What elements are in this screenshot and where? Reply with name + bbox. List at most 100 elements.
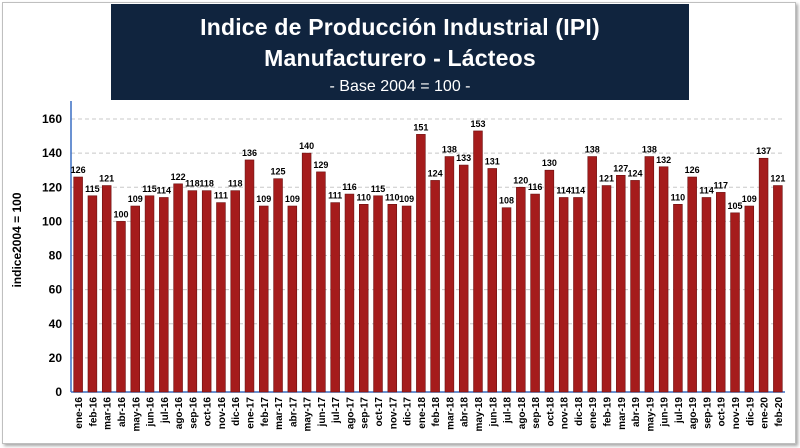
x-tick-label: nov-19 <box>731 397 742 430</box>
data-label: 110 <box>385 192 400 202</box>
bar <box>530 193 540 393</box>
data-label: 114 <box>699 185 714 195</box>
x-tick-label: feb-16 <box>88 397 99 427</box>
bar <box>430 180 440 393</box>
x-tick-label: ago-18 <box>517 397 528 430</box>
x-tick-label: ago-16 <box>174 397 185 430</box>
x-tick-label: dic-17 <box>403 397 414 426</box>
data-label: 125 <box>271 167 286 177</box>
data-label: 122 <box>171 172 186 182</box>
data-label: 153 <box>470 119 485 129</box>
data-label: 120 <box>513 175 528 185</box>
data-label: 133 <box>456 153 471 163</box>
data-label: 109 <box>399 194 414 204</box>
bar <box>744 205 755 393</box>
bar <box>701 197 712 393</box>
data-label: 118 <box>199 179 214 189</box>
data-label: 121 <box>599 174 614 184</box>
x-tick-label: jul-17 <box>331 397 342 425</box>
y-tick-label: 100 <box>42 214 62 228</box>
data-label: 109 <box>742 194 757 204</box>
data-label: 126 <box>71 165 86 175</box>
data-label: 105 <box>728 201 743 211</box>
x-tick-label: sep-16 <box>188 397 199 429</box>
data-label: 129 <box>313 160 328 170</box>
chart-title: Indice de Producción Industrial (IPI) Ma… <box>200 14 600 71</box>
x-tick-label: nov-18 <box>560 397 571 430</box>
bar <box>244 159 255 393</box>
data-label: 114 <box>571 185 586 195</box>
x-tick-label: jul-18 <box>503 397 514 425</box>
data-label: 115 <box>371 184 386 194</box>
x-tick-label: oct-16 <box>203 397 214 427</box>
x-tick-label: mar-17 <box>274 397 285 430</box>
data-label: 116 <box>342 182 357 192</box>
data-label: 126 <box>685 165 700 175</box>
bar <box>201 190 212 393</box>
data-label: 109 <box>128 194 143 204</box>
bar <box>301 152 312 393</box>
x-tick-label: dic-16 <box>231 397 242 426</box>
bar <box>487 168 497 393</box>
y-tick-label: 0 <box>55 385 62 399</box>
x-tick-label: mar-18 <box>445 397 456 430</box>
x-tick-label: may-16 <box>131 397 142 432</box>
x-tick-label: oct-17 <box>374 397 385 427</box>
bar <box>444 156 455 393</box>
x-tick-label: mar-19 <box>617 397 628 430</box>
x-tick-label: feb-20 <box>774 397 785 427</box>
bar <box>87 195 98 393</box>
bar <box>387 204 398 393</box>
data-label: 127 <box>613 163 628 173</box>
chart-title-banner: Indice de Producción Industrial (IPI) Ma… <box>111 4 689 100</box>
data-label: 131 <box>485 156 500 166</box>
data-label: 117 <box>713 180 728 190</box>
x-tick-label: abr-19 <box>631 397 642 427</box>
x-tick-label: oct-18 <box>545 397 556 427</box>
bar <box>544 169 555 393</box>
x-tick-label: dic-18 <box>574 397 585 426</box>
bar <box>316 171 326 393</box>
data-label: 111 <box>328 191 342 201</box>
bar <box>644 156 655 393</box>
bar <box>687 176 697 393</box>
data-label: 109 <box>285 194 300 204</box>
x-tick-label: nov-16 <box>217 397 228 430</box>
bar <box>273 178 283 393</box>
bar <box>216 202 226 393</box>
bar <box>359 204 369 393</box>
x-tick-label: ago-17 <box>345 397 356 430</box>
y-tick-label: 60 <box>49 283 63 297</box>
y-tick-label: 80 <box>49 249 63 263</box>
bar <box>416 134 426 393</box>
x-tick-label: abr-16 <box>117 397 128 427</box>
bar <box>773 185 783 393</box>
data-label: 138 <box>642 145 657 155</box>
x-tick-label: jul-16 <box>160 397 171 425</box>
bar <box>287 205 298 393</box>
bar <box>516 186 526 393</box>
bar <box>558 197 569 393</box>
x-tick-label: may-17 <box>303 397 314 432</box>
x-tick-label: feb-17 <box>260 397 271 427</box>
bar <box>116 221 126 393</box>
bar <box>159 197 169 393</box>
x-tick-label: abr-18 <box>460 397 471 427</box>
data-label: 121 <box>99 174 114 184</box>
x-tick-label: ene-16 <box>74 397 85 429</box>
data-label: 108 <box>499 196 514 206</box>
x-tick-label: ene-20 <box>760 397 771 429</box>
y-tick-label: 20 <box>49 351 63 365</box>
data-label: 115 <box>142 184 157 194</box>
data-label: 116 <box>528 182 543 192</box>
bar <box>730 212 740 393</box>
x-tick-label: sep-18 <box>531 397 542 429</box>
y-tick-label: 140 <box>42 146 62 160</box>
data-label: 110 <box>356 192 371 202</box>
data-label: 109 <box>256 194 271 204</box>
data-label: 114 <box>157 185 172 195</box>
data-label: 132 <box>656 155 671 165</box>
x-tick-label: jun-17 <box>317 397 328 428</box>
x-tick-label: abr-17 <box>288 397 299 427</box>
